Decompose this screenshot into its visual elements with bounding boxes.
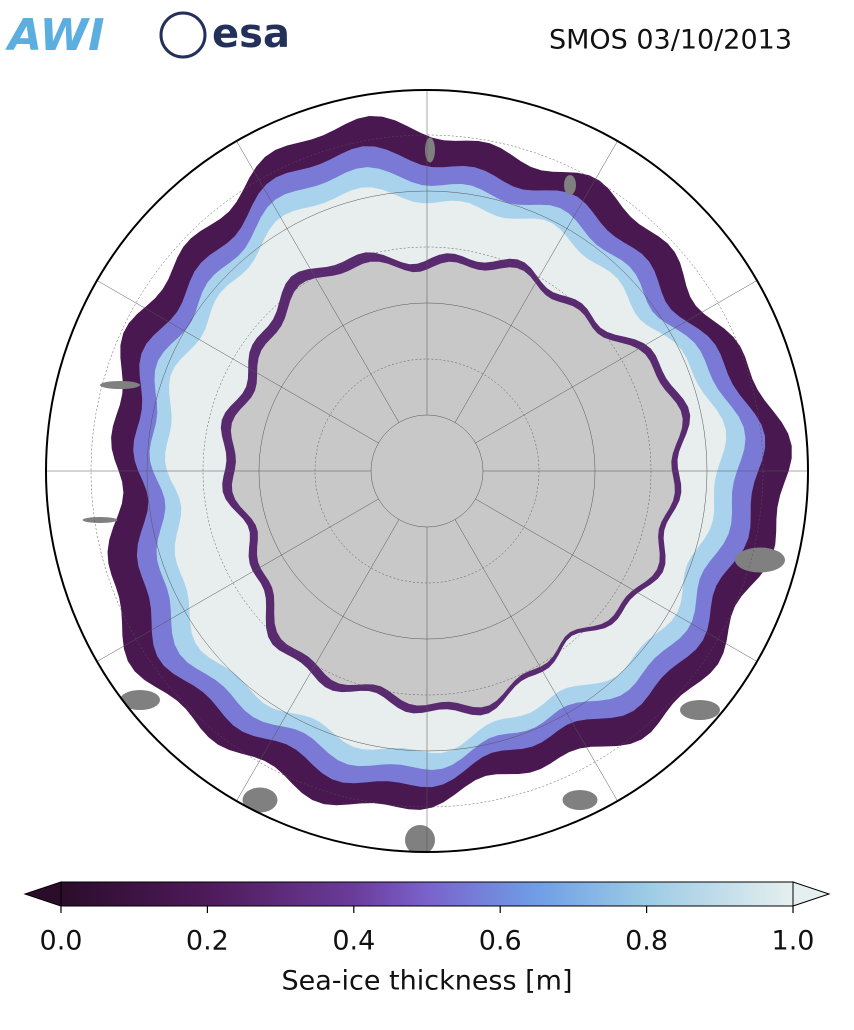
land-outline bbox=[735, 547, 785, 573]
graticule-meridian bbox=[226, 124, 400, 423]
graticule-meridian bbox=[454, 124, 628, 423]
graticule-meridian bbox=[80, 498, 379, 672]
land-outline bbox=[82, 517, 118, 523]
graticule-meridian bbox=[80, 270, 379, 444]
colorbar bbox=[23, 881, 831, 907]
colorbar-tick-label: 0.4 bbox=[332, 926, 375, 957]
land-outline bbox=[562, 790, 598, 810]
colorbar-tick-label: 0.6 bbox=[479, 926, 522, 957]
land-outline bbox=[680, 700, 720, 720]
colorbar-extend-high bbox=[792, 881, 831, 907]
colorbar-label: Sea-ice thickness [m] bbox=[281, 966, 572, 997]
graticule-meridian bbox=[454, 519, 628, 818]
colorbar-tick-label: 0.2 bbox=[186, 926, 229, 957]
esa-logo: esa bbox=[212, 11, 290, 57]
land-outline bbox=[100, 381, 140, 389]
colorbar-extend-low bbox=[23, 881, 62, 907]
colorbar-tick-label: 0.0 bbox=[40, 926, 83, 957]
antarctica bbox=[230, 261, 683, 708]
title: SMOS 03/10/2013 bbox=[549, 25, 792, 56]
colorbar-tick-label: 1.0 bbox=[772, 926, 815, 957]
land-outline bbox=[405, 825, 435, 852]
land-outline bbox=[242, 787, 278, 813]
awi-logo: AWI bbox=[5, 10, 105, 61]
esa-logo-mark bbox=[159, 11, 207, 59]
colorbar-tick-label: 0.8 bbox=[625, 926, 668, 957]
land-outline bbox=[564, 175, 576, 195]
land-outline bbox=[120, 690, 160, 710]
graticule-meridian bbox=[475, 498, 774, 672]
graticule-meridian bbox=[226, 519, 400, 818]
land-outline bbox=[425, 137, 435, 163]
map-border bbox=[45, 89, 809, 853]
colorbar-gradient bbox=[60, 881, 794, 907]
graticule-meridian bbox=[475, 270, 774, 444]
